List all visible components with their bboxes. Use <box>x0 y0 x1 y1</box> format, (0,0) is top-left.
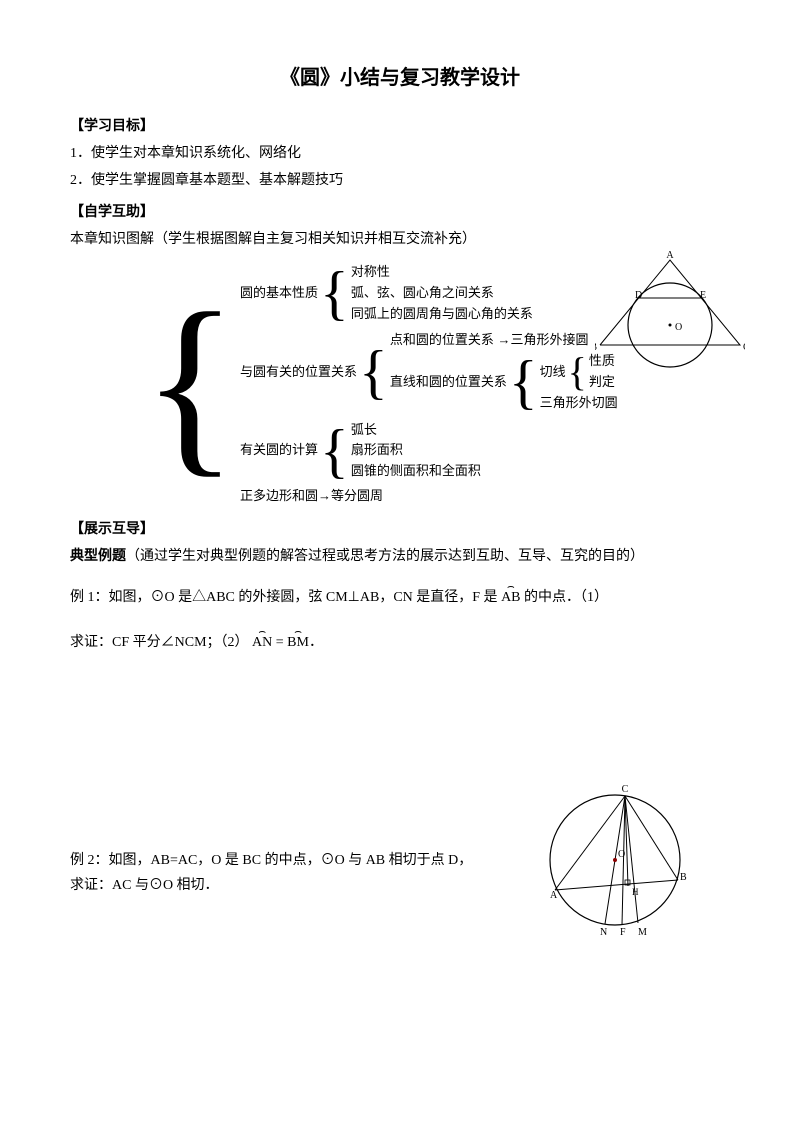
display-head: 【展示互导】 <box>70 517 730 542</box>
pt-F: F <box>620 927 626 938</box>
goal-1: 1．使学生对本章知识系统化、网络化 <box>70 141 730 166</box>
example-1: 例 1：如图，⊙O 是△ABC 的外接圆，弦 CM⊥AB，CN 是直径，F 是 … <box>70 583 730 659</box>
outline-item: 三角形外切圆 <box>540 393 618 414</box>
pt-A: A <box>666 250 674 261</box>
brace-icon: { <box>507 357 540 407</box>
outline-item: 扇形面积 <box>351 440 481 461</box>
ex1-l1b: 的中点．（1） <box>524 590 608 605</box>
figure-triangle-incircle: A B C D E O <box>595 250 745 380</box>
arc-label: AB <box>501 583 520 614</box>
outline-item: 对称性 <box>351 262 533 283</box>
ex1-l2a: 求证：CF 平分∠NCM；（2） <box>70 635 249 650</box>
pt-O: O <box>675 322 682 333</box>
arc-label: AN <box>252 628 272 659</box>
outline-g3-label: 有关圆的计算 <box>240 440 318 461</box>
brace-icon: { <box>140 262 240 507</box>
selfstudy-head: 【自学互助】 <box>70 200 730 225</box>
outline-item: 点和圆的位置关系 →三角形外接圆 <box>390 330 618 351</box>
goals-head: 【学习目标】 <box>70 114 730 139</box>
pt-E: E <box>700 290 706 301</box>
outline-item: 圆锥的侧面积和全面积 <box>351 461 481 482</box>
pt-N: N <box>600 927 607 938</box>
intro-bold: 典型例题 <box>70 549 126 564</box>
display-intro: 典型例题（通过学生对典型例题的解答过程或思考方法的展示达到互助、互导、互究的目的… <box>70 544 730 569</box>
pt-O: O <box>618 849 625 860</box>
ex1-l2b: ． <box>309 635 323 650</box>
outline-item: 切线 <box>540 362 566 383</box>
pt-B: B <box>680 872 687 883</box>
outline-item: 弧、弦、圆心角之间关系 <box>351 283 533 304</box>
outline-g1-label: 圆的基本性质 <box>240 283 318 304</box>
pt-A: A <box>550 890 558 901</box>
pt-C: C <box>743 342 745 353</box>
outline-item: 直线和圆的位置关系 <box>390 372 507 393</box>
brace-icon: { <box>318 426 351 476</box>
outline-g4: 正多边形和圆→等分圆周 <box>240 486 618 507</box>
selfstudy-intro: 本章知识图解（学生根据图解自主复习相关知识并相互交流补充） <box>70 227 730 252</box>
intro-rest: （通过学生对典型例题的解答过程或思考方法的展示达到互助、互导、互究的目的） <box>126 549 644 564</box>
brace-icon: { <box>318 268 351 318</box>
pt-D: D <box>635 290 642 301</box>
ex1-l1a: 例 1：如图，⊙O 是△ABC 的外接圆，弦 CM⊥AB，CN 是直径，F 是 <box>70 590 498 605</box>
pt-C: C <box>622 784 629 795</box>
arc-label: BM <box>287 628 309 659</box>
figure-circle-lines: C A B O N F M H <box>530 780 700 950</box>
pt-H: H <box>632 887 639 897</box>
outline-item: 同弧上的圆周角与圆心角的关系 <box>351 304 533 325</box>
outline-item: 弧长 <box>351 420 481 441</box>
brace-icon: { <box>566 354 589 389</box>
page-title: 《圆》小结与复习教学设计 <box>70 60 730 96</box>
eq-sign: = <box>272 635 287 650</box>
outline-g2-label: 与圆有关的位置关系 <box>240 362 357 383</box>
brace-icon: { <box>357 347 390 397</box>
pt-M: M <box>638 927 647 938</box>
pt-B: B <box>595 342 597 353</box>
goal-2: 2．使学生掌握圆章基本题型、基本解题技巧 <box>70 168 730 193</box>
